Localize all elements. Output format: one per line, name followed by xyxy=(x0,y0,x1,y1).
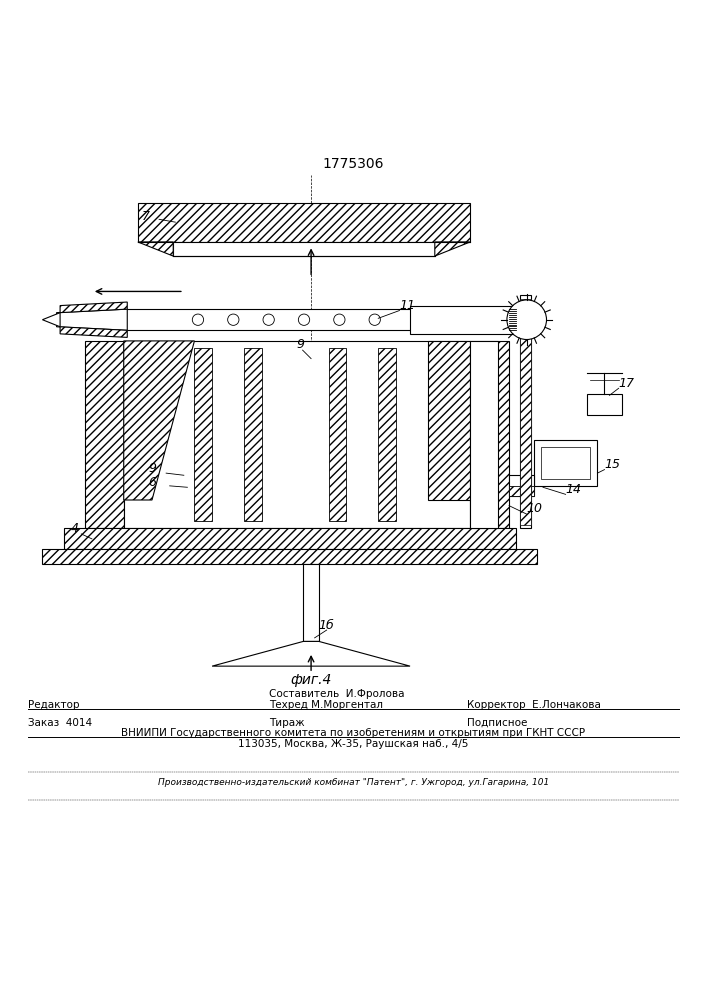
Bar xyxy=(520,299,531,525)
Circle shape xyxy=(263,314,274,325)
Bar xyxy=(303,564,319,641)
Bar xyxy=(194,348,212,521)
Text: ВНИИПИ Государственного комитета по изобретениям и открытиям при ГКНТ СССР: ВНИИПИ Государственного комитета по изоб… xyxy=(122,728,585,738)
Bar xyxy=(92,309,481,330)
Bar xyxy=(509,486,534,496)
Text: 113035, Москва, Ж-35, Раушская наб., 4/5: 113035, Москва, Ж-35, Раушская наб., 4/5 xyxy=(238,739,469,749)
Text: 11: 11 xyxy=(399,299,416,312)
Circle shape xyxy=(298,314,310,325)
Text: 17: 17 xyxy=(619,377,635,390)
Bar xyxy=(42,549,537,564)
Bar xyxy=(244,348,262,521)
Bar xyxy=(85,341,124,528)
Bar xyxy=(378,348,396,521)
Bar xyxy=(329,348,346,521)
Circle shape xyxy=(192,314,204,325)
Bar xyxy=(587,394,622,415)
Circle shape xyxy=(369,314,380,325)
Bar xyxy=(64,528,516,549)
Text: 10: 10 xyxy=(527,502,543,515)
Bar xyxy=(470,341,509,528)
Polygon shape xyxy=(57,309,127,330)
Text: Редактор: Редактор xyxy=(28,700,80,710)
Bar xyxy=(173,242,435,256)
Text: 9: 9 xyxy=(297,338,305,351)
Text: Техред М.Моргентал: Техред М.Моргентал xyxy=(269,700,382,710)
Bar xyxy=(410,306,516,334)
Bar xyxy=(124,341,470,528)
Polygon shape xyxy=(60,302,127,313)
Polygon shape xyxy=(60,327,127,337)
Polygon shape xyxy=(42,313,60,327)
Text: Корректор  Е.Лончакова: Корректор Е.Лончакова xyxy=(467,700,600,710)
Bar xyxy=(534,440,597,486)
Polygon shape xyxy=(435,242,470,256)
Polygon shape xyxy=(428,341,470,500)
Bar xyxy=(509,475,534,496)
Text: 14: 14 xyxy=(566,483,582,496)
Text: 6: 6 xyxy=(148,476,156,489)
Circle shape xyxy=(228,314,239,325)
Polygon shape xyxy=(124,341,194,500)
Text: Заказ  4014: Заказ 4014 xyxy=(28,718,93,728)
Text: фиг.4: фиг.4 xyxy=(291,673,332,687)
Text: Тираж: Тираж xyxy=(269,718,304,728)
Polygon shape xyxy=(212,641,410,666)
Text: 1775306: 1775306 xyxy=(323,157,384,171)
Polygon shape xyxy=(138,242,173,256)
Text: 4: 4 xyxy=(71,522,78,535)
Circle shape xyxy=(334,314,345,325)
Bar xyxy=(520,295,531,528)
Text: 7: 7 xyxy=(141,210,149,223)
Text: 1б: 1б xyxy=(318,619,334,632)
Text: Подписное: Подписное xyxy=(467,718,527,728)
Text: Составитель  И.Фролова: Составитель И.Фролова xyxy=(269,689,404,699)
Bar xyxy=(541,447,590,479)
Text: Производственно-издательский комбинат "Патент", г. Ужгород, ул.Гагарина, 101: Производственно-издательский комбинат "П… xyxy=(158,778,549,787)
Bar xyxy=(470,341,498,528)
Text: 9: 9 xyxy=(148,462,156,475)
Bar xyxy=(138,203,470,242)
Text: 15: 15 xyxy=(604,458,621,471)
Circle shape xyxy=(507,300,547,340)
